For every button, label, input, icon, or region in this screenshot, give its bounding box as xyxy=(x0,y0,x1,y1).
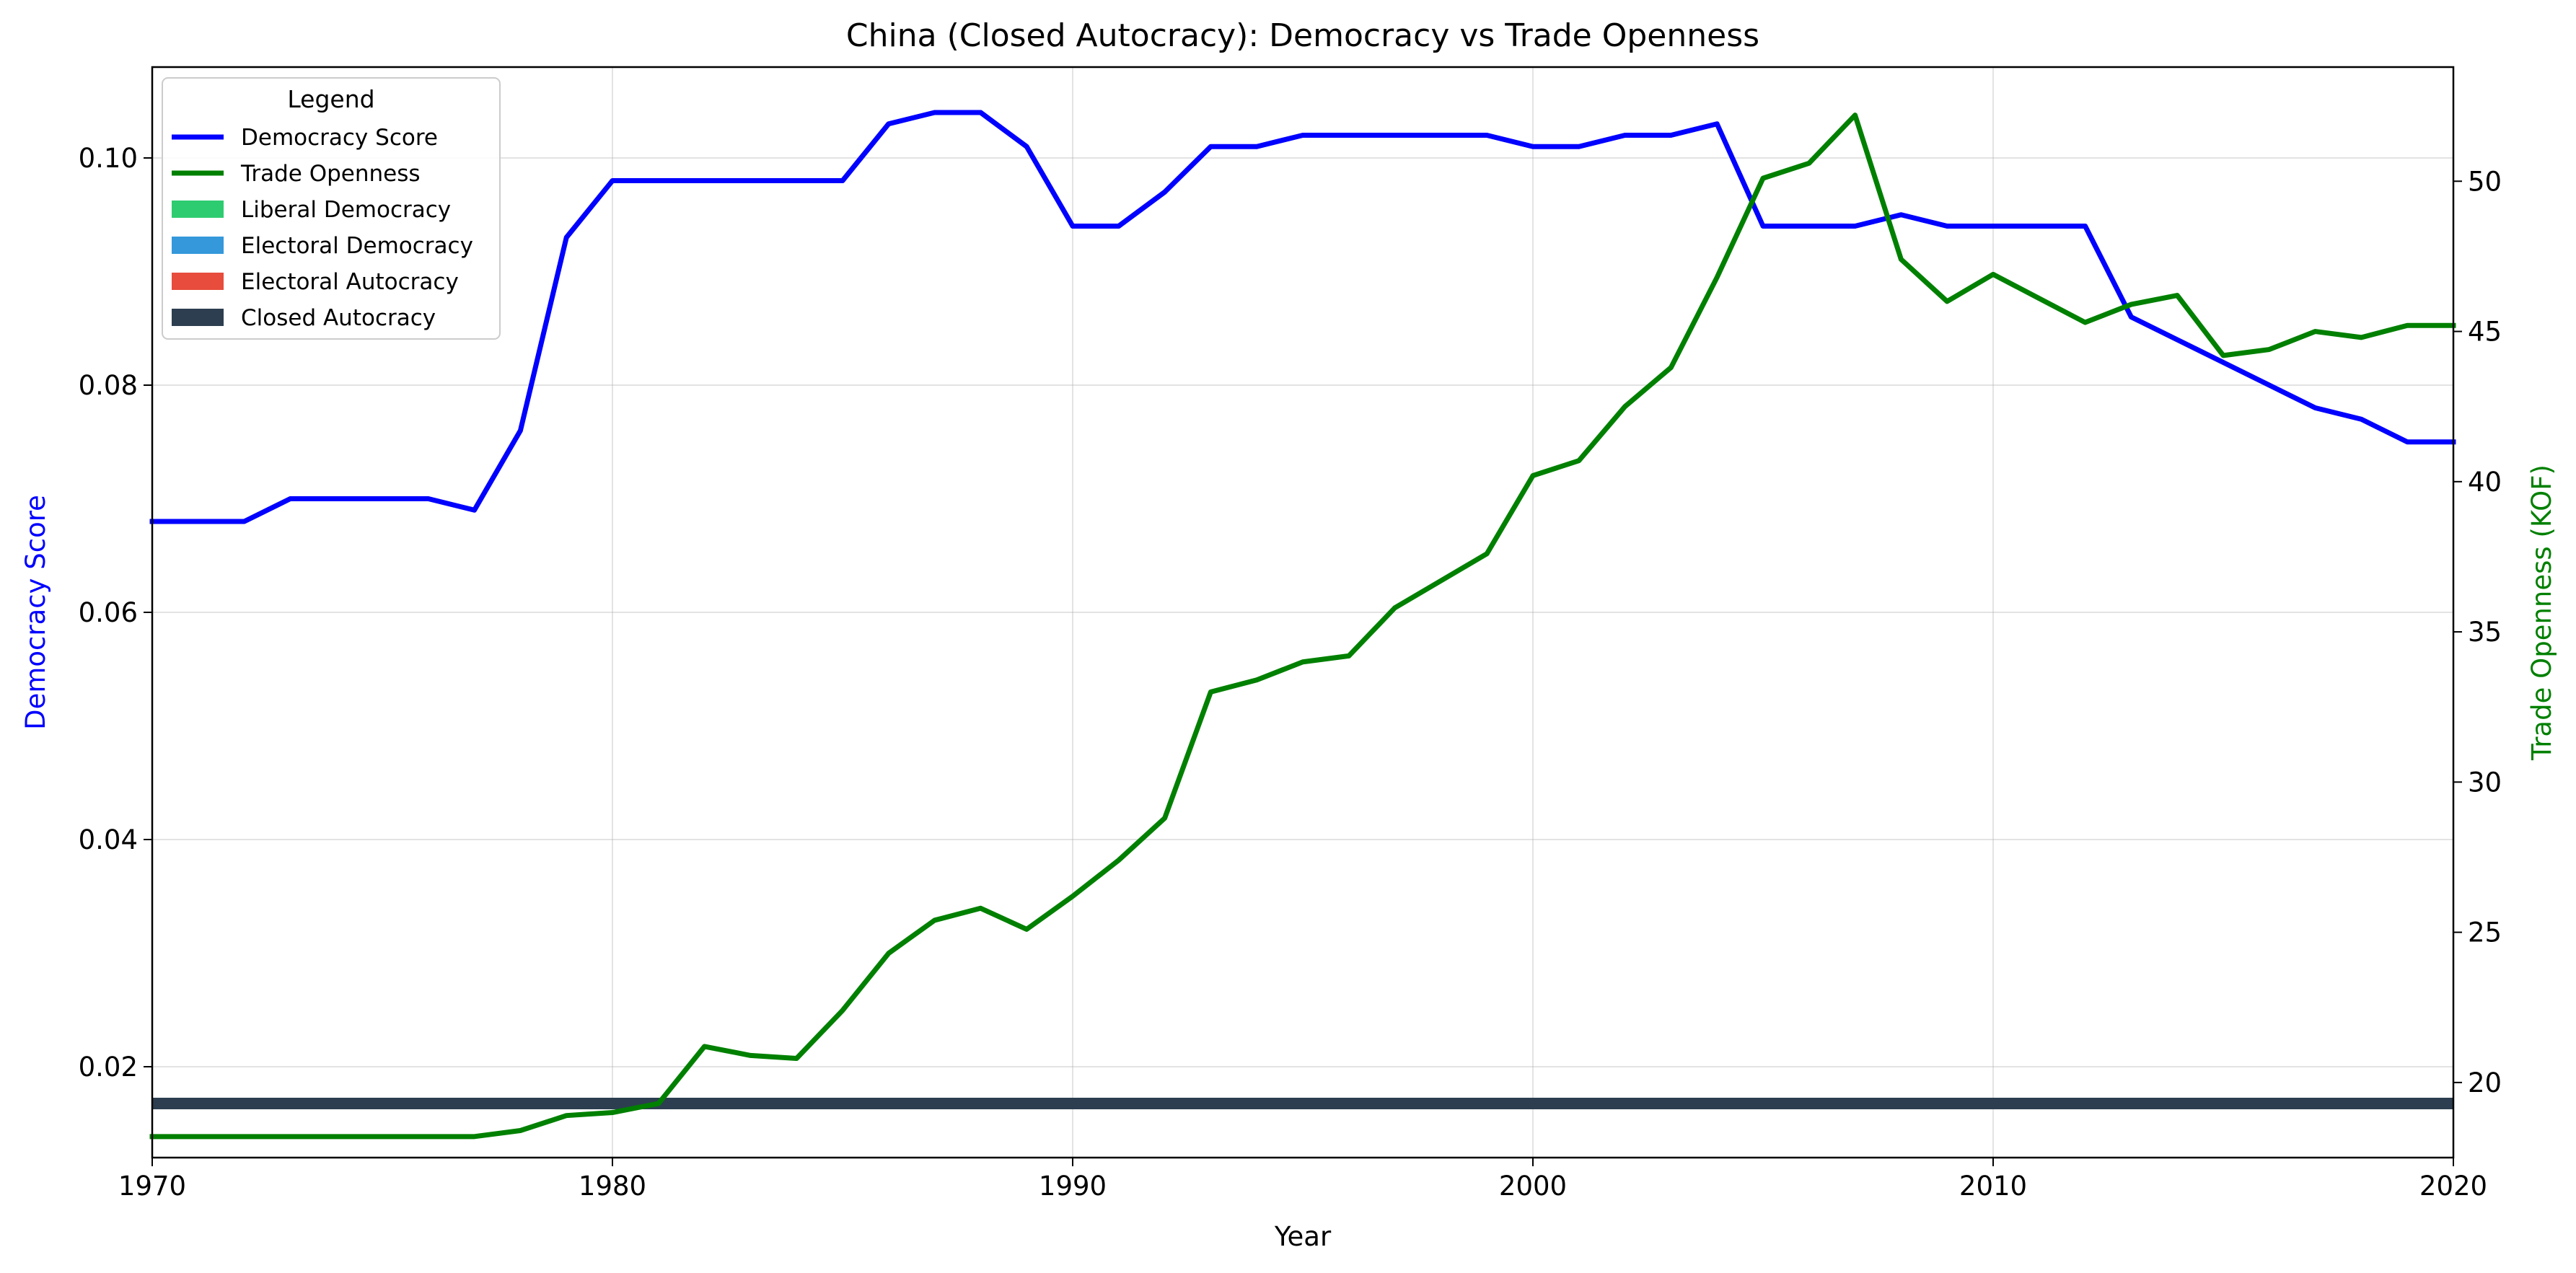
legend-entry-closed-autocracy: Closed Autocracy xyxy=(172,305,436,331)
legend-title: Legend xyxy=(287,85,374,113)
x-tick-label: 1990 xyxy=(1039,1171,1107,1202)
y-right-tick-label: 50 xyxy=(2468,166,2502,197)
legend-box xyxy=(162,77,501,340)
y-right-tick-label: 25 xyxy=(2468,917,2502,948)
legend: Legend Democracy Score Trade Openness Libe… xyxy=(162,77,501,340)
y-right-tick-label: 35 xyxy=(2468,617,2502,648)
y-axis-label-right: Trade Openness (KOF) xyxy=(2526,464,2557,761)
legend-entry-democracy-score: Democracy Score xyxy=(172,125,438,151)
legend-patch-swatch xyxy=(172,309,224,326)
legend-patch-swatch xyxy=(172,273,224,290)
y-right-tick-label: 45 xyxy=(2468,317,2502,348)
x-tick-label: 1980 xyxy=(579,1171,646,1202)
legend-label: Electoral Autocracy xyxy=(241,269,459,295)
y-left-tick-label: 0.04 xyxy=(79,824,138,855)
legend-entry-trade-openness: Trade Openness xyxy=(172,161,421,187)
series-line-democracy-score xyxy=(149,110,2456,524)
x-tick-label: 2020 xyxy=(2419,1171,2487,1202)
legend-label: Trade Openness xyxy=(240,161,421,187)
y-right-tick-label: 30 xyxy=(2468,767,2502,798)
legend-entry-liberal-democracy: Liberal Democracy xyxy=(172,197,451,223)
y-left-tick-label: 0.02 xyxy=(79,1052,138,1083)
y-axis-label-left: Democracy Score xyxy=(20,495,51,730)
y-right-tick-label: 40 xyxy=(2468,467,2502,498)
legend-label: Liberal Democracy xyxy=(241,197,451,223)
x-tick-label: 1970 xyxy=(118,1171,186,1202)
x-tick-label: 2000 xyxy=(1499,1171,1567,1202)
legend-patch-swatch xyxy=(172,237,224,254)
axes: 1970 1980 1990 2000 2010 2020 0.02 0.04 0.06 0.08… xyxy=(79,143,2502,1202)
legend-label: Democracy Score xyxy=(241,125,438,151)
legend-entry-electoral-autocracy: Electoral Autocracy xyxy=(172,269,459,295)
y-right-tick-label: 20 xyxy=(2468,1067,2502,1098)
series-layer xyxy=(149,110,2456,1140)
legend-entry-electoral-democracy: Electoral Democracy xyxy=(172,233,473,259)
legend-patch-swatch xyxy=(172,201,224,218)
series-line-trade-openness xyxy=(149,113,2456,1140)
legend-label: Closed Autocracy xyxy=(241,305,436,331)
legend-entries: Democracy Score Trade Openness Liberal Dem… xyxy=(172,125,473,331)
x-axis-label: Year xyxy=(1274,1221,1332,1252)
legend-label: Electoral Democracy xyxy=(241,233,473,259)
y-left-tick-label: 0.06 xyxy=(79,597,138,628)
x-tick-label: 2010 xyxy=(1959,1171,2027,1202)
chart-title: China (Closed Autocracy): Democracy vs T… xyxy=(846,17,1759,54)
y-left-tick-label: 0.08 xyxy=(79,370,138,401)
gridlines xyxy=(151,67,2454,1158)
y-left-tick-label: 0.10 xyxy=(79,143,138,174)
